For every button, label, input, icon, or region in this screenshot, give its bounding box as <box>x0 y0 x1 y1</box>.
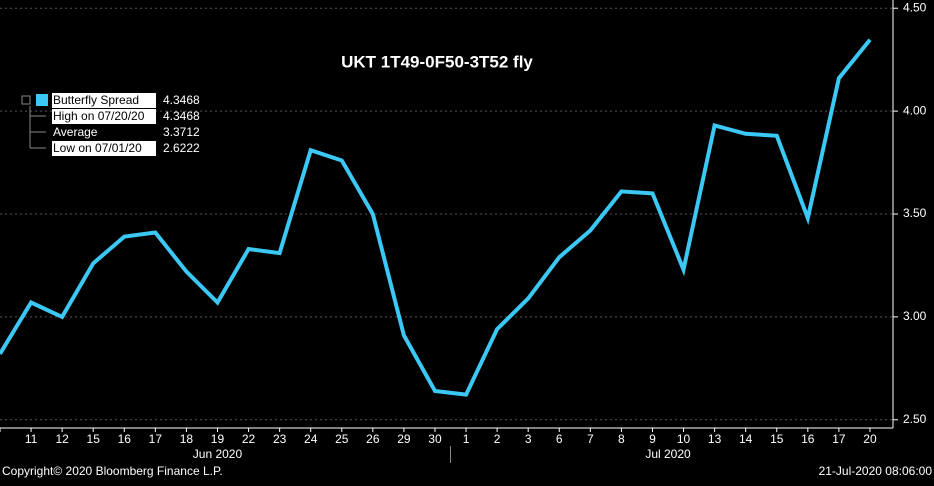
x-tick-label: 18 <box>180 432 194 446</box>
x-tick-label: 19 <box>211 432 225 446</box>
x-tick-label: 12 <box>55 432 69 446</box>
y-tick-label: 2.50 <box>903 412 927 426</box>
x-tick-label: 17 <box>832 432 846 446</box>
x-tick-label: 20 <box>863 432 877 446</box>
y-tick-label: 4.00 <box>903 103 927 117</box>
x-tick-label: 30 <box>428 432 442 446</box>
legend-label-bg <box>52 125 156 140</box>
x-tick-label: 2 <box>494 432 501 446</box>
x-tick-label: 8 <box>618 432 625 446</box>
legend-value: 4.3468 <box>163 109 200 123</box>
x-tick-label: 23 <box>273 432 287 446</box>
x-tick-label: 11 <box>25 432 38 446</box>
legend-value: 3.3712 <box>163 125 200 139</box>
legend-swatch <box>36 94 48 106</box>
x-tick-label: 15 <box>770 432 784 446</box>
x-tick-label: 24 <box>304 432 318 446</box>
timestamp: 21-Jul-2020 08:06:00 <box>819 464 933 478</box>
x-tick-label: 15 <box>87 432 101 446</box>
legend-label: Low on 07/01/20 <box>53 141 142 155</box>
legend-value: 4.3468 <box>163 93 200 107</box>
legend-label-bg <box>52 109 156 124</box>
legend-expander <box>21 95 31 105</box>
x-tick-label: 3 <box>525 432 532 446</box>
x-tick-label: 16 <box>118 432 132 446</box>
x-tick-label: 25 <box>335 432 349 446</box>
x-tick-label: 9 <box>649 432 656 446</box>
copyright: Copyright© 2020 Bloomberg Finance L.P. <box>2 464 223 478</box>
legend-value: 2.6222 <box>163 141 200 155</box>
series-line <box>0 38 872 397</box>
legend-label: Average <box>53 125 98 139</box>
y-tick-label: 4.50 <box>903 0 927 14</box>
month-label: Jul 2020 <box>645 447 691 461</box>
x-tick-label: 22 <box>242 432 256 446</box>
x-tick-label: 26 <box>366 432 380 446</box>
x-tick-label: 10 <box>677 432 691 446</box>
x-tick-label: 1 <box>463 432 470 446</box>
legend-label-bg <box>52 93 156 108</box>
chart-title: UKT 1T49-0F50-3T52 fly <box>341 52 533 71</box>
x-tick-label: 16 <box>801 432 815 446</box>
legend-label: Butterfly Spread <box>53 93 139 107</box>
month-label: Jun 2020 <box>193 447 243 461</box>
x-tick-label: 14 <box>739 432 753 446</box>
x-tick-label: 29 <box>397 432 411 446</box>
y-tick-label: 3.50 <box>903 206 927 220</box>
x-tick-label: 17 <box>149 432 163 446</box>
x-tick-label: 13 <box>708 432 722 446</box>
x-tick-label: 7 <box>587 432 594 446</box>
legend-label: High on 07/20/20 <box>53 109 145 123</box>
x-tick-label: 6 <box>556 432 563 446</box>
y-tick-label: 3.00 <box>903 309 927 323</box>
legend-label-bg <box>52 141 156 156</box>
